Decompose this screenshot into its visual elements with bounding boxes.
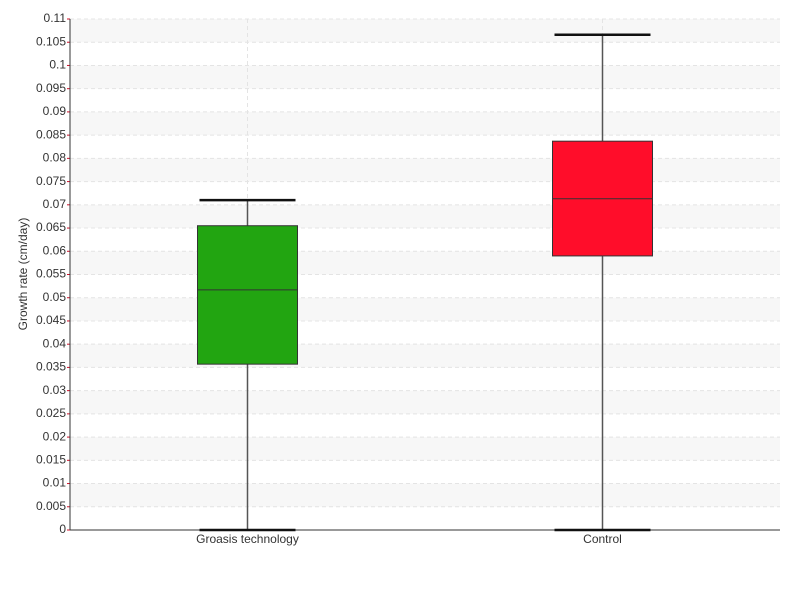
x-tick-label: Groasis technology xyxy=(196,532,299,546)
grid-band xyxy=(70,251,780,275)
y-tick-label: 0.11 xyxy=(44,11,67,25)
grid-band xyxy=(70,204,780,229)
y-tick-label: 0.005 xyxy=(36,499,66,513)
y-tick-label: 0 xyxy=(59,522,66,536)
y-tick-label: 0.105 xyxy=(36,34,66,48)
y-tick-label: 0.085 xyxy=(36,127,66,141)
y-tick-label: 0.015 xyxy=(36,452,66,466)
x-tick-label: Control xyxy=(583,532,622,546)
y-tick-label: 0.05 xyxy=(43,290,67,304)
y-tick-label: 0.07 xyxy=(43,197,67,211)
grid-band xyxy=(70,111,780,136)
y-tick-label: 0.08 xyxy=(43,151,67,165)
grid-band xyxy=(70,297,780,321)
grid-band xyxy=(70,390,780,414)
grid-band xyxy=(70,344,780,368)
y-tick-label: 0.03 xyxy=(43,383,67,397)
y-tick-label: 0.075 xyxy=(36,174,66,188)
y-tick-label: 0.09 xyxy=(43,104,67,118)
y-tick-label: 0.055 xyxy=(36,267,66,281)
y-tick-label: 0.035 xyxy=(36,360,66,374)
grid-band xyxy=(70,158,780,182)
y-tick-label: 0.025 xyxy=(36,406,66,420)
y-tick-label: 0.06 xyxy=(43,243,67,257)
grid-band xyxy=(70,437,780,461)
y-tick-label: 0.02 xyxy=(43,429,67,443)
grid-band xyxy=(70,65,780,89)
y-tick-label: 0.095 xyxy=(36,81,66,95)
y-tick-label: 0.04 xyxy=(43,336,67,350)
y-tick-label: 0.045 xyxy=(36,313,66,327)
y-axis-label: Growth rate (cm/day) xyxy=(16,218,30,331)
y-tick-label: 0.01 xyxy=(43,476,67,490)
box xyxy=(197,225,298,365)
grid-band xyxy=(70,483,780,507)
grid-band xyxy=(70,19,780,43)
y-tick-label: 0.1 xyxy=(49,58,66,72)
y-tick-label: 0.065 xyxy=(36,220,66,234)
